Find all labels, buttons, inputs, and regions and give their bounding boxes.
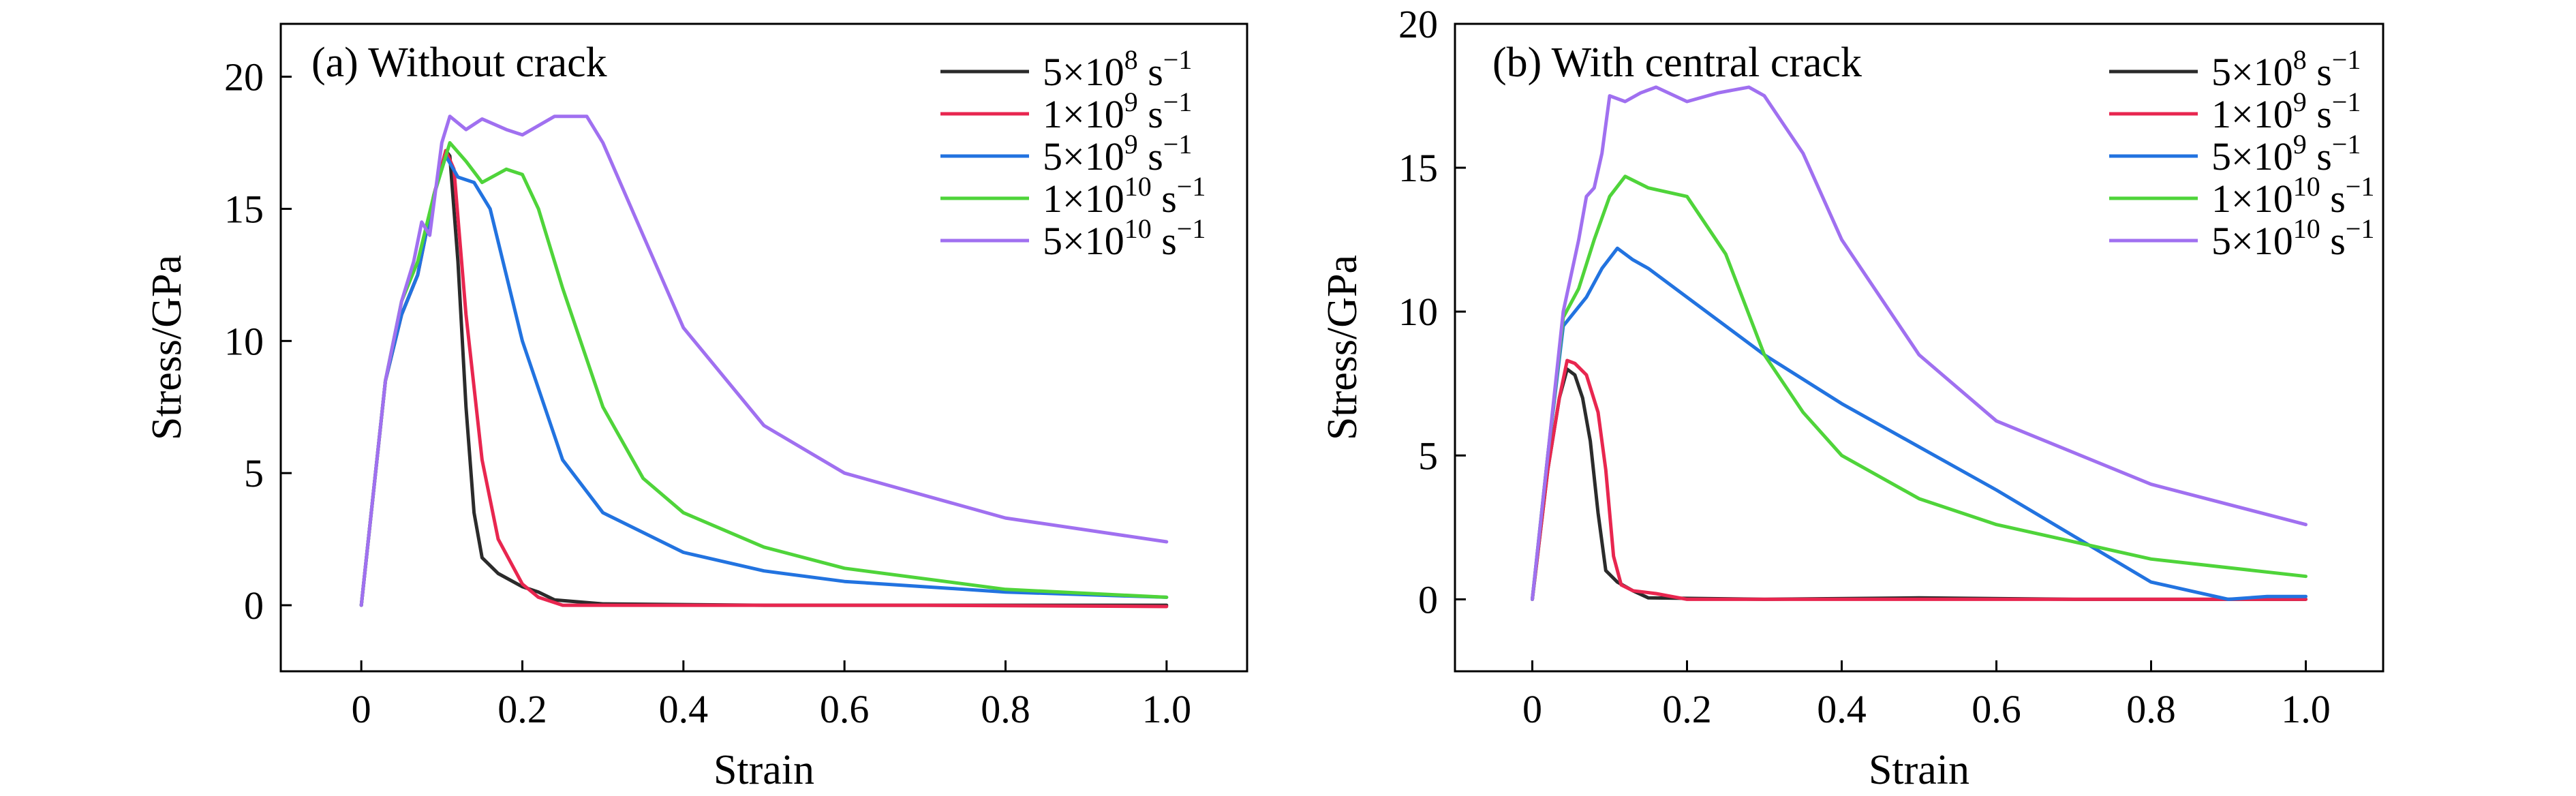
legend-label: 5×108 s−1	[2211, 44, 2361, 94]
y-axis-title: Stress/GPa	[1319, 255, 1366, 440]
x-tick-label: 0.2	[1662, 687, 1712, 731]
y-tick-label: 20	[1398, 2, 1438, 46]
panel-title: (b) With central crack	[1492, 40, 1862, 86]
y-tick-label: 20	[224, 55, 264, 99]
legend-label: 1×109 s−1	[1043, 87, 1192, 136]
x-tick-label: 0.4	[659, 687, 709, 731]
plot-frame	[1454, 22, 2385, 673]
legend-label: 5×1010 s−1	[2211, 213, 2374, 263]
plot-frame	[279, 22, 1248, 673]
series-line-3	[359, 154, 1169, 607]
y-tick-label: 15	[224, 187, 264, 231]
legend: 5×108 s−11×109 s−15×109 s−11×1010 s−15×1…	[2109, 44, 2374, 263]
x-tick-label: 0.8	[2126, 687, 2176, 731]
y-tick-label: 5	[244, 451, 264, 495]
x-axis-title: Strain	[714, 747, 814, 793]
legend-label: 5×109 s−1	[2211, 129, 2361, 179]
legend-label: 1×109 s−1	[2211, 87, 2361, 136]
y-tick-label: 10	[224, 319, 264, 363]
legend-label: 5×1010 s−1	[1043, 213, 1206, 263]
y-tick-label: 5	[1418, 433, 1438, 478]
series-line-5	[359, 114, 1169, 607]
x-tick-label: 0.6	[820, 687, 870, 731]
y-axis-title: Stress/GPa	[144, 255, 190, 440]
series-line-4	[1531, 174, 2307, 601]
x-axis-title: Strain	[1869, 747, 1969, 793]
x-tick-label: 0.8	[981, 687, 1030, 731]
legend-label: 5×108 s−1	[1043, 44, 1192, 94]
legend-label: 5×109 s−1	[1043, 129, 1192, 179]
y-tick-label: 15	[1398, 146, 1438, 190]
chart-panel-a: 0 0.2 0.4 0.6 0.8 1.0 0 5 10 15 20 Strain Stress/GPa…	[144, 22, 1248, 793]
legend-label: 1×1010 s−1	[1043, 171, 1206, 221]
x-tick-label: 0.2	[497, 687, 547, 731]
x-tick-label: 1.0	[1142, 687, 1192, 731]
series-line-4	[359, 141, 1169, 607]
series-line-3	[1531, 246, 2307, 601]
legend-label: 1×1010 s−1	[2211, 171, 2374, 221]
x-tick-label: 0.4	[1817, 687, 1867, 731]
x-tick-label: 1.0	[2281, 687, 2331, 731]
y-tick-label: 0	[1418, 577, 1438, 622]
legend: 5×108 s−11×109 s−15×109 s−11×1010 s−15×1…	[940, 44, 1206, 263]
panel-title: (a) Without crack	[311, 40, 607, 86]
y-tick-label: 10	[1398, 290, 1438, 334]
y-tick-label: 0	[244, 583, 264, 628]
x-tick-label: 0	[352, 687, 371, 731]
series-line-5	[1531, 85, 2307, 601]
x-tick-label: 0.6	[1972, 687, 2021, 731]
x-tick-label: 0	[1522, 687, 1542, 731]
chart-panel-b: 0 0.2 0.4 0.6 0.8 1.0 0 5 10 15 20 Strain Stress/GPa…	[1319, 2, 2385, 793]
series-line-2	[1531, 358, 2307, 601]
